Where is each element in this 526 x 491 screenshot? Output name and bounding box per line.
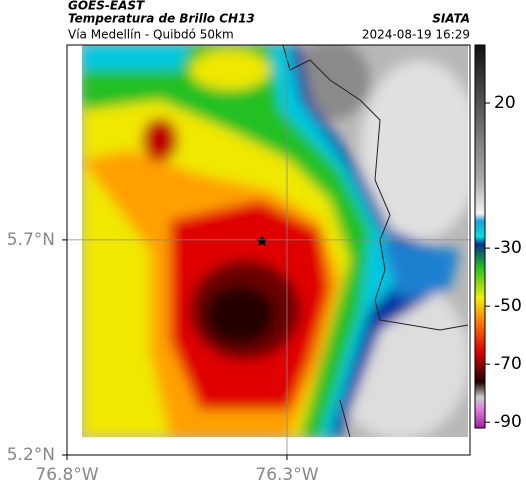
coastline-border [282, 44, 469, 438]
route: Vía Medellín - Quibdó 50km [68, 28, 234, 42]
colorbar-tick-label: -70 [494, 354, 522, 374]
location-marker [256, 235, 268, 246]
timestamp: 2024-08-19 16:29 [362, 28, 470, 42]
map-frame [66, 44, 471, 456]
colorbar-tick-label: -90 [494, 412, 522, 432]
source: GOES-EAST [68, 0, 145, 13]
x-tick-label: 76.3°W [255, 465, 318, 485]
header: GOES-EAST Temperatura de Brillo CH13 SIA… [68, 0, 470, 42]
y-tick-label: 5.7°N [7, 230, 55, 250]
axes: 76.8°W 76.3°W 5.2°N 5.7°N [7, 45, 470, 485]
product: Temperatura de Brillo CH13 [68, 12, 255, 26]
colorbar-ticks: 20 -30 -50 -70 -90 [485, 93, 522, 432]
agency: SIATA [432, 12, 470, 26]
colorbar-tick-label: 20 [494, 93, 516, 113]
x-tick-label: 76.8°W [35, 465, 98, 485]
colorbar-tick-label: -30 [494, 238, 522, 258]
colorbar-tick-label: -50 [494, 296, 522, 316]
colorbar [474, 44, 486, 429]
satellite-image [82, 45, 468, 437]
y-tick-label: 5.2°N [7, 445, 55, 465]
